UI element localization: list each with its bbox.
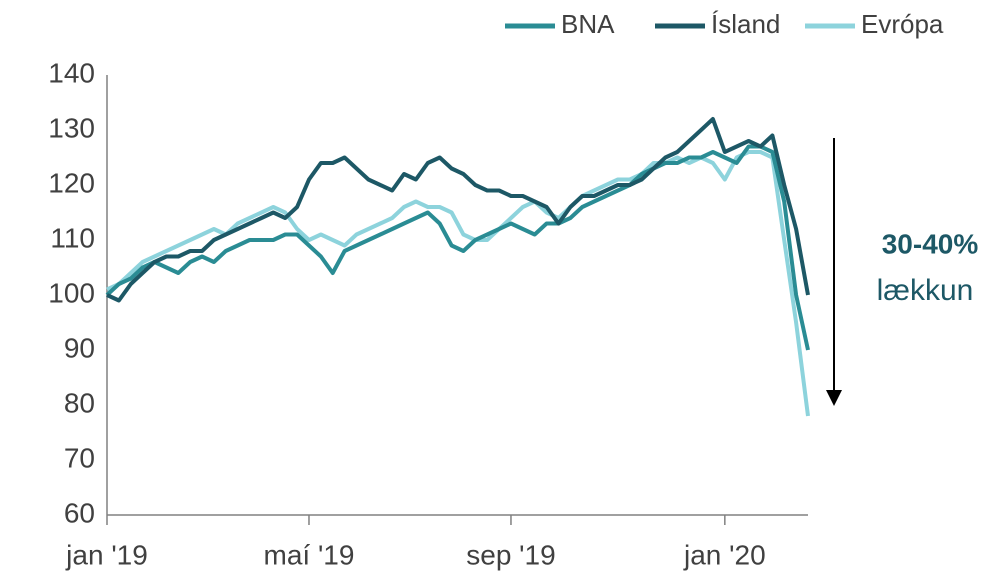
x-tick-label: jan '19 (65, 539, 148, 570)
y-tick-label: 100 (48, 277, 95, 308)
annotation: lækkun (877, 274, 974, 307)
series-line (106, 117, 810, 303)
y-tick-label: 70 (64, 442, 95, 473)
legend-label: Ísland (711, 9, 780, 39)
y-tick-label: 140 (48, 57, 95, 88)
y-tick-label: 130 (48, 112, 95, 143)
x-tick-label: maí '19 (264, 539, 355, 570)
y-tick-label: 120 (48, 167, 95, 198)
x-tick-label: jan '20 (683, 539, 766, 570)
annotation: 30-40% (882, 228, 979, 259)
legend-label: BNA (561, 9, 615, 39)
y-tick-label: 110 (50, 222, 95, 253)
series-line (106, 150, 810, 417)
x-tick-label: sep '19 (466, 539, 555, 570)
y-tick-label: 90 (64, 332, 95, 363)
legend-label: Evrópa (861, 9, 944, 39)
arrow-head (826, 390, 842, 406)
y-tick-label: 80 (64, 387, 95, 418)
series-line (105, 144, 810, 351)
y-tick-label: 60 (64, 497, 95, 528)
